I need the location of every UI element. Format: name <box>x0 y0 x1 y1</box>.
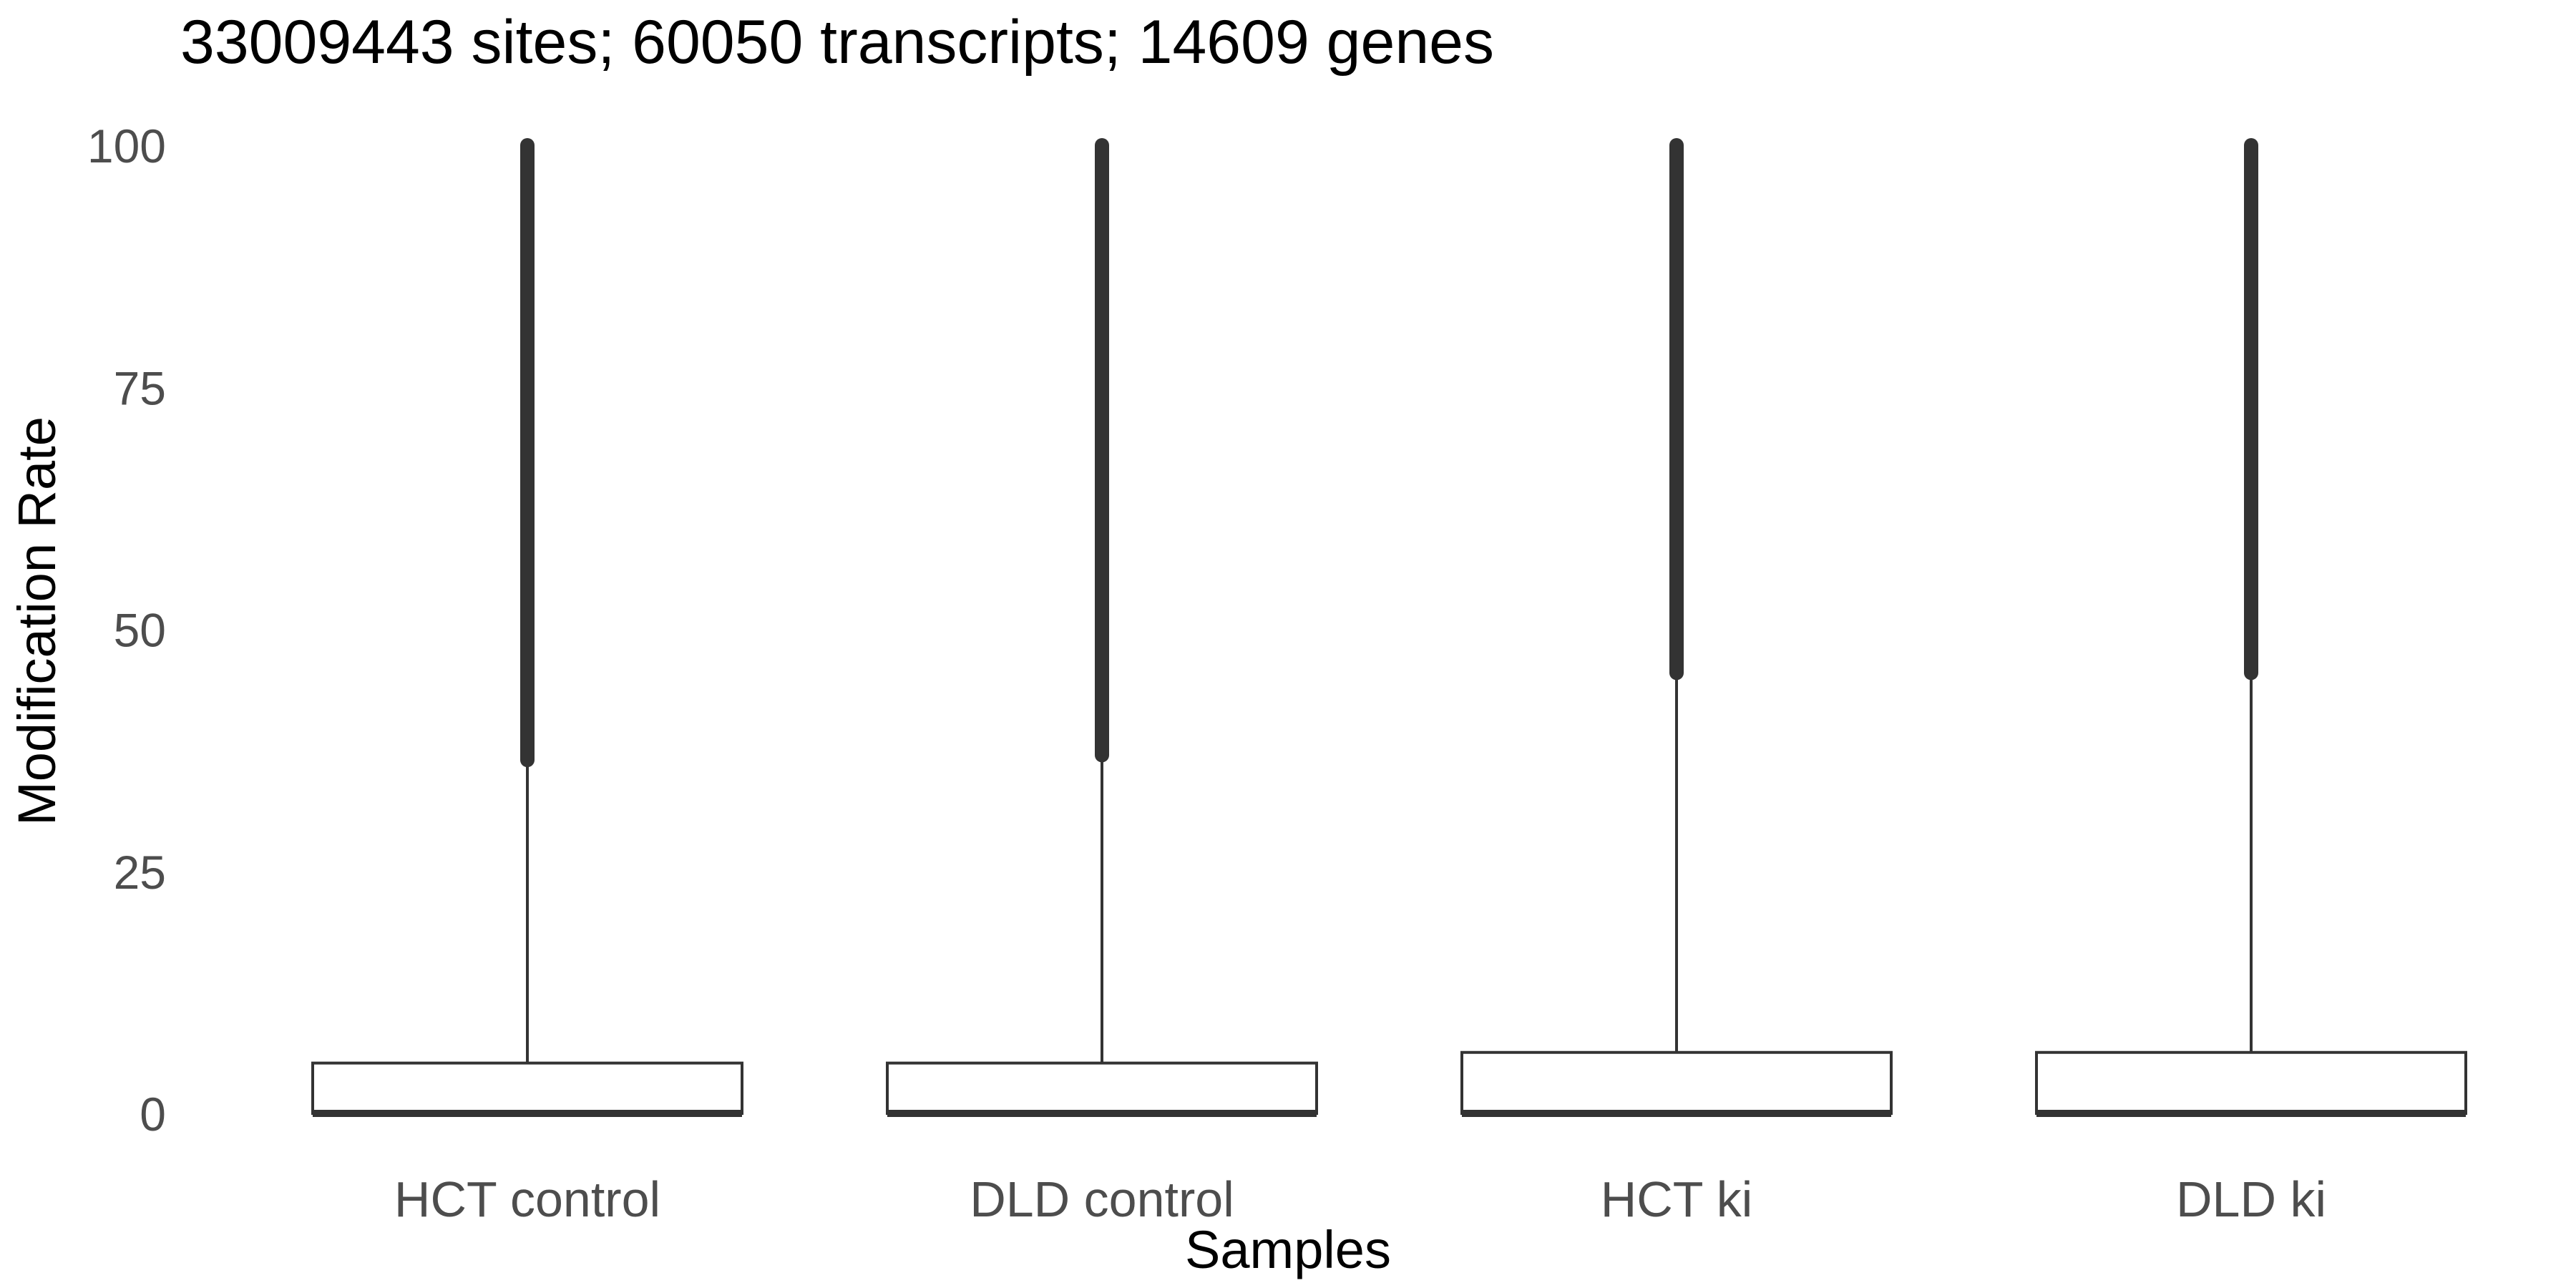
x-tick-label: HCT ki <box>1601 1171 1753 1227</box>
x-axis-label: Samples <box>1185 1220 1391 1279</box>
x-tick-label: DLD control <box>970 1171 1234 1227</box>
y-tick-label: 75 <box>114 361 166 414</box>
box-body <box>1460 1050 1893 1115</box>
y-tick-label: 25 <box>114 846 166 899</box>
box-body <box>886 1061 1318 1116</box>
box-body <box>2035 1050 2467 1115</box>
x-tick-label: DLD ki <box>2176 1171 2326 1227</box>
y-tick-label: 50 <box>114 604 166 657</box>
y-tick-label: 0 <box>140 1088 166 1141</box>
chart-title: 33009443 sites; 60050 transcripts; 14609… <box>180 8 1494 77</box>
x-tick-label: HCT control <box>394 1171 660 1227</box>
box-body <box>311 1061 743 1116</box>
y-tick-label: 100 <box>87 119 166 172</box>
